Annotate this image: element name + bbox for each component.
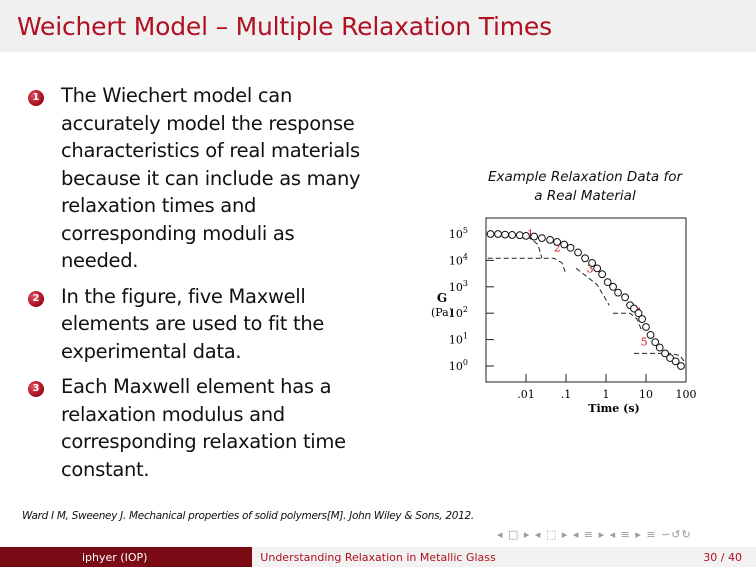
maxwell-element-curve — [487, 257, 567, 275]
data-point — [661, 349, 669, 358]
bullet-number-1: 1 — [28, 90, 44, 106]
data-point — [553, 238, 562, 246]
y-tick-exponent: 1 — [463, 332, 468, 341]
x-tick-label: 1 — [603, 388, 610, 401]
data-point — [642, 323, 650, 331]
data-point — [630, 304, 638, 313]
bullet-list: 1 The Wiechert model can accurately mode… — [28, 82, 368, 491]
data-point — [609, 282, 617, 291]
maxwell-element-label: 5 — [641, 335, 648, 348]
data-point — [598, 270, 607, 279]
data-point — [621, 293, 629, 302]
bullet-number-2: 2 — [28, 290, 44, 307]
y-tick-label: 103 — [449, 279, 468, 294]
y-tick-exponent: 5 — [463, 226, 468, 235]
data-point — [646, 331, 655, 339]
maxwell-element-label: 3 — [587, 262, 594, 275]
data-point — [588, 259, 597, 267]
data-point — [634, 309, 643, 318]
y-tick-exponent: 3 — [463, 279, 468, 288]
list-item: 2 In the figure, five Maxwell elements a… — [28, 283, 368, 366]
list-item: 1 The Wiechert model can accurately mode… — [28, 82, 368, 275]
data-point — [494, 230, 502, 238]
footer-author-box: iphyer (IOP) — [0, 547, 252, 567]
maxwell-element-label: 1 — [527, 228, 534, 241]
citation: Ward I M, Sweeney J. Mechanical properti… — [22, 510, 474, 522]
footer-author: iphyer (IOP) — [82, 550, 148, 564]
maxwell-element-curve — [613, 312, 643, 332]
data-point — [638, 315, 647, 323]
data-point — [593, 264, 602, 273]
x-tick-label: .01 — [517, 388, 535, 401]
title-bar: Weichert Model – Multiple Relaxation Tim… — [0, 0, 756, 52]
footer-page-box: 30 / 40 — [504, 547, 756, 567]
figure-caption-line2: a Real Material — [534, 188, 636, 204]
plot-frame — [485, 217, 687, 383]
y-axis-label: G — [437, 291, 447, 305]
slide-title: Weichert Model – Multiple Relaxation Tim… — [17, 12, 552, 41]
data-point — [546, 235, 554, 244]
y-axis-unit: (Pa) — [431, 306, 453, 319]
x-tick-label: .1 — [561, 388, 572, 401]
data-point — [671, 357, 680, 366]
bullet-number-3: 3 — [28, 381, 44, 397]
y-tick-exponent: 0 — [463, 358, 468, 367]
page-number: 30 / 40 — [703, 550, 742, 564]
data-point — [581, 254, 589, 263]
bullet-text-2: In the figure, five Maxwell elements are… — [61, 284, 325, 363]
data-point — [501, 230, 509, 239]
data-point — [566, 243, 575, 252]
y-tick-label: 101 — [449, 332, 468, 347]
data-point — [574, 248, 582, 257]
figure-caption-line1: Example Relaxation Data for — [487, 169, 683, 185]
list-item: 3 Each Maxwell element has a relaxation … — [28, 373, 368, 483]
data-point — [666, 354, 674, 362]
data-point — [560, 240, 569, 249]
bullet-text-3: Each Maxwell element has a relaxation mo… — [61, 375, 346, 481]
data-point — [603, 278, 612, 287]
data-point — [486, 230, 495, 238]
x-tick-label: 100 — [676, 388, 697, 401]
footer: iphyer (IOP) Understanding Relaxation in… — [0, 547, 756, 567]
data-point — [655, 343, 664, 352]
x-tick-label: 10 — [639, 388, 653, 401]
y-tick-exponent: 2 — [463, 305, 468, 314]
data-point — [508, 231, 517, 239]
maxwell-element-curve — [634, 352, 685, 362]
footer-title-box: Understanding Relaxation in Metallic Gla… — [252, 547, 504, 567]
figure-caption: Example Relaxation Data for a Real Mater… — [450, 168, 720, 206]
y-tick-label: 104 — [449, 252, 468, 267]
data-point — [614, 288, 622, 297]
maxwell-element-curve — [575, 267, 610, 306]
data-point — [677, 362, 685, 370]
data-point — [530, 232, 539, 241]
navigation-symbols[interactable]: ◂ □ ▸ ◂ ⬚ ▸ ◂ ≡ ▸ ◂ ≡ ▸ ≡ ∽↺↻ — [497, 528, 692, 541]
footer-title: Understanding Relaxation in Metallic Gla… — [260, 550, 496, 564]
x-axis-label: Time (s) — [588, 402, 639, 415]
data-point — [538, 234, 546, 242]
bullet-text-1: The Wiechert model can accurately model … — [61, 84, 361, 272]
y-tick-exponent: 4 — [463, 252, 468, 261]
data-point — [522, 231, 530, 240]
y-tick-label: 100 — [449, 358, 468, 373]
maxwell-element-label: 2 — [554, 241, 561, 254]
y-tick-label: 105 — [449, 226, 468, 241]
data-point — [651, 338, 660, 347]
